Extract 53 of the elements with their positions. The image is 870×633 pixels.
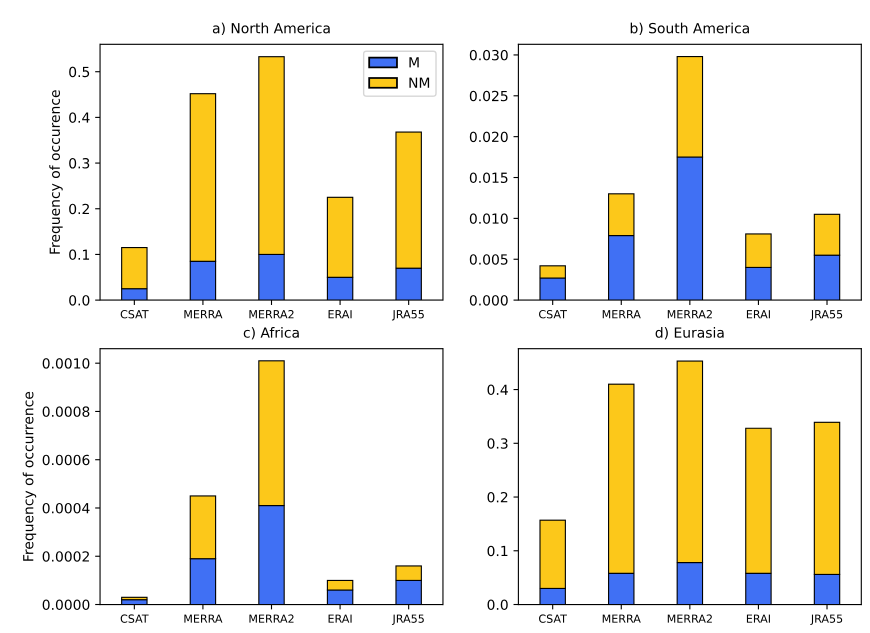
y-tick-label: 0.0006 <box>42 454 90 466</box>
y-tick-label: 0.0002 <box>42 551 89 562</box>
y-tick-label: 0.0 <box>69 295 90 306</box>
legend-label: NM <box>409 78 430 88</box>
y-tick-label: 0.0008 <box>42 406 90 417</box>
chart-title: c) Africa <box>244 327 299 340</box>
x-tick-label: JRA55 <box>810 310 842 320</box>
y-tick-label: 0.030 <box>470 50 508 60</box>
y-tick-label: 0.0000 <box>42 599 90 610</box>
x-tick-label: JRA55 <box>810 614 842 625</box>
y-tick-label: 0.005 <box>470 254 508 265</box>
x-tick-label: CSAT <box>539 310 567 318</box>
y-tick-label: 0.2 <box>69 204 89 214</box>
x-tick-label: MERRA2 <box>249 310 294 318</box>
bar <box>121 596 148 600</box>
legend-label: M <box>409 57 419 68</box>
chart-title: a) North America <box>212 22 330 36</box>
chart-title: b) South America <box>630 22 749 36</box>
x-tick-label: MERRA <box>184 310 222 318</box>
x-tick-label: MERRA <box>602 614 641 623</box>
y-tick-label: 0.1 <box>488 546 508 556</box>
x-tick-label: MERRA <box>602 310 641 318</box>
x-tick-label: JRA55 <box>392 614 424 625</box>
y-tick-label: 0.4 <box>69 112 90 123</box>
x-tick-label: ERAI <box>746 310 770 318</box>
y-tick-label: 0.5 <box>69 66 90 78</box>
x-tick-label: ERAI <box>746 614 770 623</box>
y-axis-title: Frequency of occurrence <box>22 392 36 561</box>
y-tick-label: 0.0004 <box>42 502 90 514</box>
y-tick-label: 0.1 <box>69 249 90 260</box>
y-tick-label: 0.010 <box>470 213 508 224</box>
chart-title: d) Eurasia <box>656 327 724 340</box>
x-tick-label: MERRA2 <box>668 614 712 623</box>
x-tick-label: CSAT <box>120 614 149 623</box>
y-tick-label: 0.000 <box>470 295 508 306</box>
y-tick-label: 0.0010 <box>42 358 90 369</box>
y-axis-title: Frequency of occurence <box>49 90 63 254</box>
y-tick-label: 0.0 <box>488 599 508 610</box>
y-tick-label: 0.3 <box>488 438 508 449</box>
y-tick-label: 0.020 <box>470 132 508 142</box>
y-tick-label: 0.015 <box>470 172 508 183</box>
x-tick-label: ERAI <box>328 614 352 623</box>
x-tick-label: JRA55 <box>392 310 424 320</box>
x-tick-label: ERAI <box>328 310 352 318</box>
y-tick-label: 0.3 <box>69 158 90 169</box>
y-tick-label: 0.4 <box>488 384 508 396</box>
x-tick-label: CSAT <box>539 614 567 623</box>
x-tick-label: MERRA2 <box>249 614 294 623</box>
x-tick-label: MERRA2 <box>668 310 712 318</box>
x-tick-label: MERRA <box>184 614 222 623</box>
x-tick-label: CSAT <box>120 310 149 318</box>
y-tick-label: 0.025 <box>470 90 508 102</box>
y-tick-label: 0.2 <box>488 492 508 503</box>
